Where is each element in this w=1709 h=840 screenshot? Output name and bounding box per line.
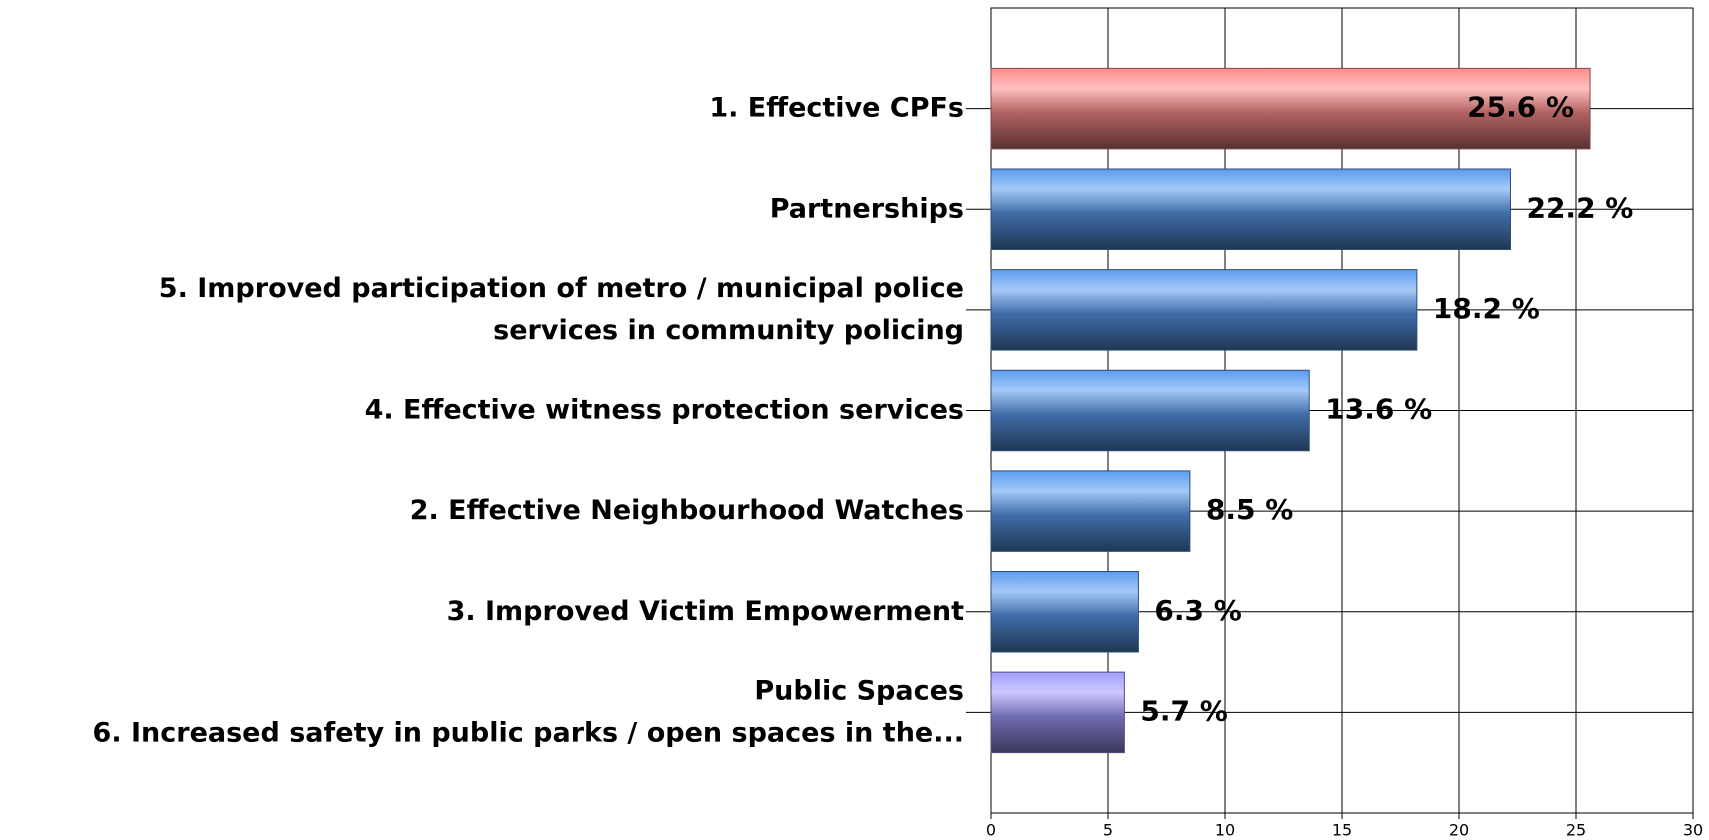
category-label-line: 6. Increased safety in public parks / op… bbox=[93, 717, 964, 748]
bar bbox=[990, 571, 1139, 653]
category-label-line: 1. Effective CPFs bbox=[709, 92, 964, 123]
category-label: 4. Effective witness protection services bbox=[365, 394, 964, 425]
category-label: 3. Improved Victim Empowerment bbox=[447, 595, 965, 626]
category-label: 5. Improved participation of metro / mun… bbox=[159, 272, 964, 345]
category-label-line: Partnerships bbox=[770, 193, 964, 224]
category-label: 1. Effective CPFs bbox=[709, 92, 964, 123]
x-tick-label: 0 bbox=[986, 821, 996, 840]
category-label-line: 3. Improved Victim Empowerment bbox=[447, 595, 965, 626]
category-label-line: services in community policing bbox=[493, 314, 964, 345]
category-label: Public Spaces 6. Increased safety in publ… bbox=[93, 675, 964, 748]
value-label: 8.5 % bbox=[1206, 493, 1293, 526]
bar bbox=[990, 470, 1191, 552]
value-label: 5.7 % bbox=[1140, 694, 1227, 727]
bar bbox=[990, 67, 1591, 150]
category-label-line: Public Spaces bbox=[754, 675, 964, 706]
value-label: 22.2 % bbox=[1526, 191, 1633, 224]
value-label: 25.6 % bbox=[1467, 91, 1574, 124]
category-label-line: 5. Improved participation of metro / mun… bbox=[159, 272, 964, 303]
category-label: Partnerships bbox=[770, 193, 964, 224]
x-tick-label: 25 bbox=[1566, 821, 1586, 840]
value-label: 13.6 % bbox=[1325, 393, 1432, 426]
bar bbox=[990, 168, 1511, 250]
x-tick-label: 30 bbox=[1683, 821, 1703, 840]
value-label: 18.2 % bbox=[1433, 292, 1540, 325]
value-label: 6.3 % bbox=[1154, 594, 1241, 627]
category-label: 2. Effective Neighbourhood Watches bbox=[410, 495, 964, 526]
category-label-line: 2. Effective Neighbourhood Watches bbox=[410, 495, 964, 526]
category-label-line: 4. Effective witness protection services bbox=[365, 394, 964, 425]
bar bbox=[990, 269, 1418, 351]
bar bbox=[990, 671, 1125, 754]
x-tick-label: 20 bbox=[1449, 821, 1469, 840]
bar bbox=[990, 369, 1310, 452]
x-tick-label: 5 bbox=[1103, 821, 1113, 840]
x-tick-label: 15 bbox=[1332, 821, 1352, 840]
x-tick-label: 10 bbox=[1215, 821, 1235, 840]
